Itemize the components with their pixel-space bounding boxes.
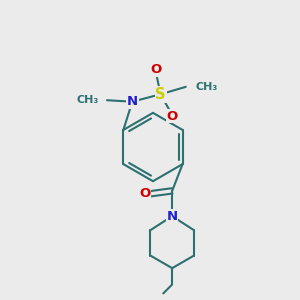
Text: O: O	[167, 110, 178, 123]
Text: S: S	[155, 87, 166, 102]
Text: N: N	[127, 95, 138, 108]
Text: O: O	[139, 187, 150, 200]
Text: O: O	[150, 63, 162, 76]
Text: CH₃: CH₃	[195, 82, 218, 92]
Text: CH₃: CH₃	[76, 95, 99, 105]
Text: N: N	[167, 210, 178, 223]
